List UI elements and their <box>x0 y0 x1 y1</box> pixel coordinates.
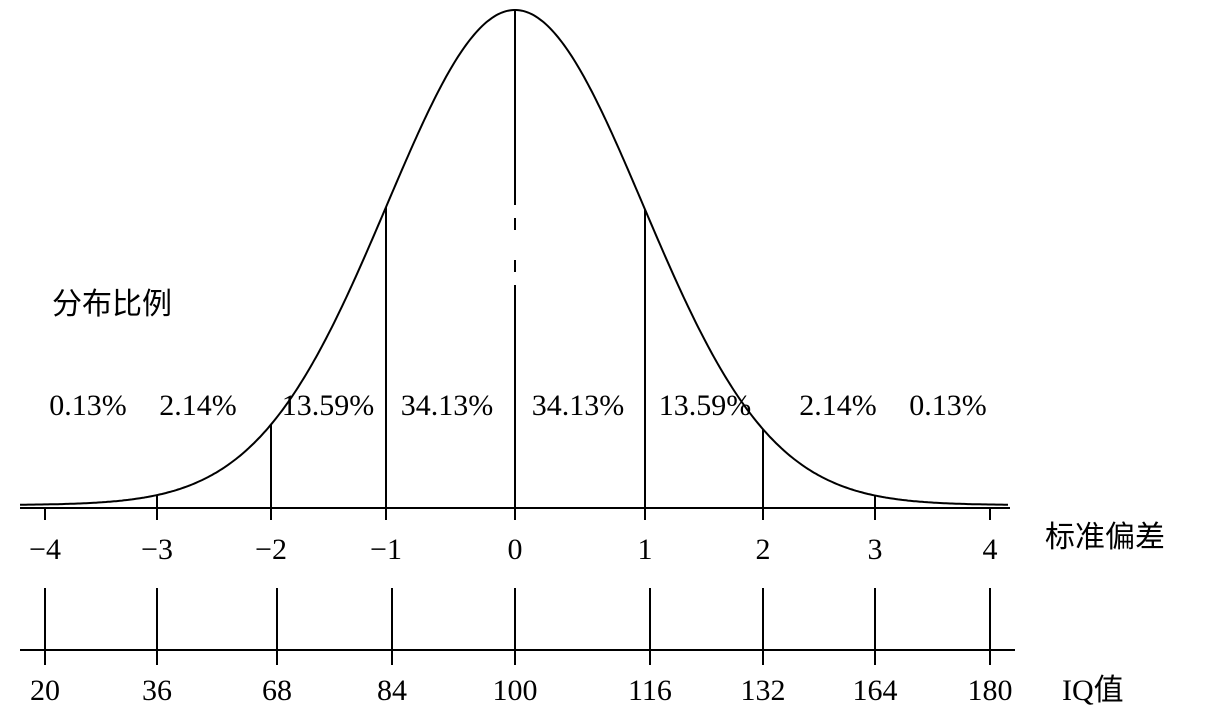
sd-tick-label: −2 <box>255 533 287 566</box>
sd-tick-label: −4 <box>29 533 61 566</box>
percentage-label: 0.13% <box>909 389 987 422</box>
iq-tick-label: 132 <box>741 674 786 707</box>
iq-tick-label: 84 <box>377 674 407 707</box>
distribution-label: 分布比例 <box>52 288 172 321</box>
percentage-label: 0.13% <box>49 389 127 422</box>
percentage-label: 13.59% <box>659 389 752 422</box>
percentage-label: 2.14% <box>799 389 877 422</box>
percentage-label: 13.59% <box>282 389 375 422</box>
sd-tick-label: 1 <box>638 533 653 566</box>
iq-tick-label: 68 <box>262 674 292 707</box>
iq-tick-label: 116 <box>628 674 672 707</box>
sd-tick-label: 0 <box>508 533 523 566</box>
sd-tick-label: −3 <box>141 533 173 566</box>
iq-tick-label: 36 <box>142 674 172 707</box>
iq-tick-label: 100 <box>493 674 538 707</box>
sd-tick-label: 2 <box>756 533 771 566</box>
iq-axis-label: IQ值 <box>1062 674 1124 707</box>
sd-tick-label: 4 <box>983 533 998 566</box>
percentage-label: 34.13% <box>532 389 625 422</box>
sd-axis-label: 标准偏差 <box>1045 521 1165 554</box>
iq-tick-label: 164 <box>853 674 898 707</box>
percentage-label: 34.13% <box>401 389 494 422</box>
iq-tick-label: 20 <box>30 674 60 707</box>
percentage-label: 2.14% <box>159 389 237 422</box>
iq-tick-label: 180 <box>968 674 1013 707</box>
sd-tick-label: −1 <box>370 533 402 566</box>
sd-tick-label: 3 <box>868 533 883 566</box>
